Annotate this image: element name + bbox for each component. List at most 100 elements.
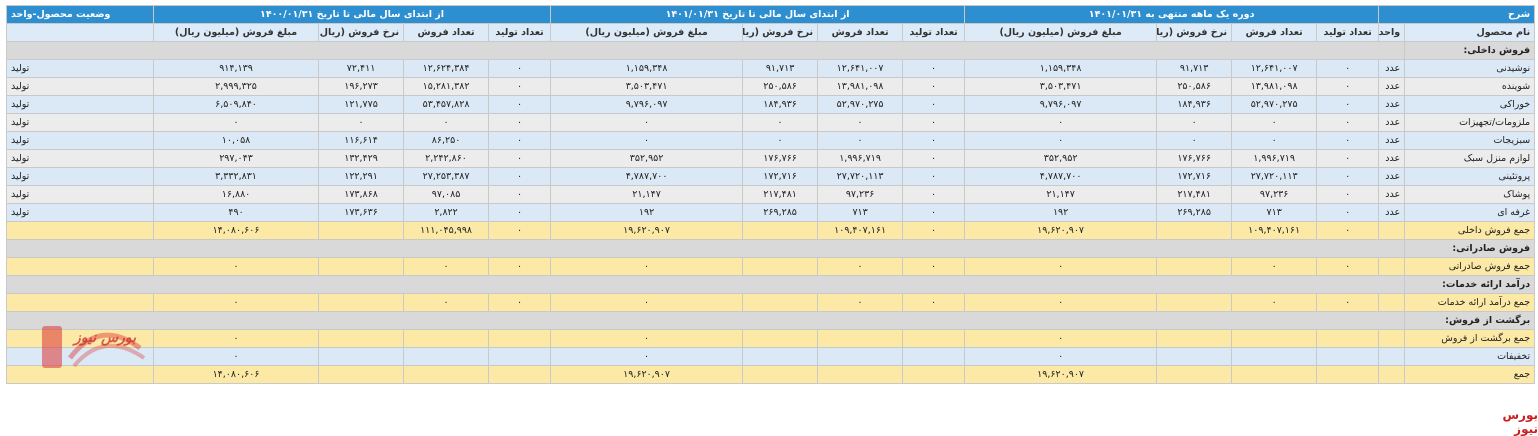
unit-cell: عدد (1378, 95, 1406, 114)
value-cell: ۰ (742, 131, 819, 150)
section-row: فروش صادراتی: (5, 239, 1536, 258)
value-cell: ۰ (902, 185, 966, 204)
value-cell: ۰ (152, 293, 320, 312)
value-cell: ۳۵۲,۹۵۲ (964, 149, 1158, 168)
value-cell (1231, 365, 1318, 384)
value-cell (742, 293, 819, 312)
table-row: غرفه ای عدد ۰ ۷۱۳ ۲۶۹,۲۸۵ ۱۹۲ ۰ ۷۱۳ ۲۶۹,۲۸۵ ۱۹۲ ۰ ۲… (6, 203, 1536, 222)
value-cell (1156, 329, 1233, 348)
value-cell: ۰ (817, 257, 904, 276)
sales-table: شرح دوره یک ماهه منتهی به ۱۴۰۱/۰۱/۳۱ از … (5, 5, 1536, 384)
value-cell: ۹۷,۲۳۶ (817, 185, 904, 204)
total-row: جمع فروش داخلی ۰ ۱۰۹,۴۰۷,۱۶۱ ۱۹,۶۲۰,۹۰۷ ۰ ۱۰۹… (6, 221, 1536, 240)
value-cell: ۰ (1316, 185, 1380, 204)
value-cell: ۲۵۰,۵۸۶ (742, 77, 819, 96)
value-cell: ۹۱,۷۱۳ (742, 59, 819, 78)
period1-header: دوره یک ماهه منتهی به ۱۴۰۱/۰۱/۳۱ (964, 5, 1380, 24)
product-name: جمع برگشت از فروش (1404, 329, 1536, 348)
value-cell (403, 347, 490, 366)
value-cell: ۱۹,۶۲۰,۹۰۷ (550, 365, 744, 384)
value-cell: ۲۷,۲۵۳,۳۸۷ (403, 167, 490, 186)
unit-cell: عدد (1378, 185, 1406, 204)
header-group-row: شرح دوره یک ماهه منتهی به ۱۴۰۱/۰۱/۳۱ از … (6, 5, 1536, 24)
value-cell: ۲۷,۷۲۰,۱۱۳ (1231, 167, 1318, 186)
product-name: جمع فروش صادراتی (1404, 257, 1536, 276)
value-cell: ۰ (817, 293, 904, 312)
value-cell: ۱۷۶,۷۶۶ (742, 149, 819, 168)
table-row: تخفیفات ۰ ۰ ۰ (6, 347, 1536, 366)
section-label: فروش داخلی: (1404, 41, 1536, 60)
value-cell (318, 293, 405, 312)
brand-label: بورس نیوز (1502, 408, 1538, 436)
value-cell: ۰ (488, 293, 552, 312)
value-cell: ۱۹۲ (550, 203, 744, 222)
value-cell (1316, 365, 1380, 384)
value-cell: ۱۷۲,۷۱۶ (742, 167, 819, 186)
value-cell (742, 221, 819, 240)
value-cell (1316, 347, 1380, 366)
value-cell: ۰ (1231, 257, 1318, 276)
section-row: درآمد ارائه خدمات: (5, 275, 1536, 294)
status-cell (6, 257, 154, 276)
value-cell: ۰ (902, 149, 966, 168)
status-cell (6, 293, 154, 312)
value-cell: ۴,۷۸۷,۷۰۰ (964, 167, 1158, 186)
table-row: سبزیجات عدد ۰ ۰ ۰ ۰ ۰ ۰ ۰ ۰ ۰ ۸۶,۲۵۰ ۱۱۶,۶۱۴ ۱۰,۰۵۸ تو… (6, 131, 1536, 150)
value-cell (902, 365, 966, 384)
product-header: نام محصول (1404, 23, 1536, 42)
value-cell: ۱,۱۵۹,۳۴۸ (550, 59, 744, 78)
value-cell: ۰ (902, 221, 966, 240)
value-cell (1231, 329, 1318, 348)
value-cell: ۲۱۷,۴۸۱ (1156, 185, 1233, 204)
value-cell: ۱۷۳,۸۶۸ (318, 185, 405, 204)
value-cell: ۲,۸۲۲ (403, 203, 490, 222)
unit-cell (1378, 365, 1406, 384)
value-cell: ۱۲,۶۴۱,۰۰۷ (817, 59, 904, 78)
value-cell: ۹,۷۹۶,۰۹۷ (550, 95, 744, 114)
table-row: شوینده عدد ۰ ۱۳,۹۸۱,۰۹۸ ۲۵۰,۵۸۶ ۳,۵۰۳,۴۷۱ ۰ ۱۳,… (6, 77, 1536, 96)
value-cell: ۱,۹۹۶,۷۱۹ (1231, 149, 1318, 168)
value-cell: ۰ (550, 293, 744, 312)
value-cell: ۰ (902, 131, 966, 150)
value-cell (817, 329, 904, 348)
value-cell: ۱۸۴,۹۳۶ (1156, 95, 1233, 114)
value-cell: ۹۱,۷۱۳ (1156, 59, 1233, 78)
value-cell (488, 347, 552, 366)
value-cell (318, 221, 405, 240)
value-cell (902, 347, 966, 366)
value-cell: ۱۰۹,۴۰۷,۱۶۱ (1231, 221, 1318, 240)
value-cell: ۴۹۰ (152, 203, 320, 222)
value-cell: ۱۱۶,۶۱۴ (318, 131, 405, 150)
unit-cell: عدد (1378, 113, 1406, 132)
table-row: ملزومات/تجهیزات عدد ۰ ۰ ۰ ۰ ۰ ۰ ۰ ۰ ۰ ۰ ۰ ۰ تولید (6, 113, 1536, 132)
value-cell: ۰ (403, 113, 490, 132)
value-cell (817, 347, 904, 366)
p1-sales-rate-header: نرخ فروش (ریال) (1156, 23, 1233, 42)
table-body: فروش داخلی: نوشیدنی عدد ۰ ۱۲,۶۴۱,۰۰۷ ۹۱,۷۱۳ ۱,… (5, 41, 1536, 384)
value-cell: ۰ (488, 113, 552, 132)
value-cell: ۱۲,۶۲۴,۳۸۴ (403, 59, 490, 78)
total-row: جمع برگشت از فروش ۰ ۰ ۰ (6, 329, 1536, 348)
status-sub-header (6, 23, 154, 42)
status-cell: تولید (6, 95, 154, 114)
unit-cell (1378, 221, 1406, 240)
value-cell: ۴,۷۸۷,۷۰۰ (550, 167, 744, 186)
value-cell: ۹۱۴,۱۳۹ (152, 59, 320, 78)
value-cell: ۰ (902, 293, 966, 312)
unit-cell: عدد (1378, 77, 1406, 96)
value-cell: ۰ (1316, 59, 1380, 78)
value-cell: ۰ (550, 329, 744, 348)
value-cell: ۰ (902, 59, 966, 78)
value-cell: ۰ (964, 257, 1158, 276)
value-cell: ۱۹,۶۲۰,۹۰۷ (964, 365, 1158, 384)
section-filler (5, 41, 1406, 60)
value-cell: ۷۱۳ (1231, 203, 1318, 222)
value-cell: ۱۴,۰۸۰,۶۰۶ (152, 221, 320, 240)
period2-header: از ابتدای سال مالی تا تاریخ ۱۴۰۱/۰۱/۳۱ (550, 5, 966, 24)
value-cell: ۰ (964, 329, 1158, 348)
value-cell (1316, 329, 1380, 348)
sales-report: شرح دوره یک ماهه منتهی به ۱۴۰۱/۰۱/۳۱ از … (5, 5, 1536, 384)
watermark-logo-text: بورس نیوز (74, 330, 136, 346)
value-cell: ۶,۵۰۹,۸۴۰ (152, 95, 320, 114)
table-row: پروتئینی عدد ۰ ۲۷,۷۲۰,۱۱۳ ۱۷۲,۷۱۶ ۴,۷۸۷,۷۰۰ ۰ ۲… (6, 167, 1536, 186)
